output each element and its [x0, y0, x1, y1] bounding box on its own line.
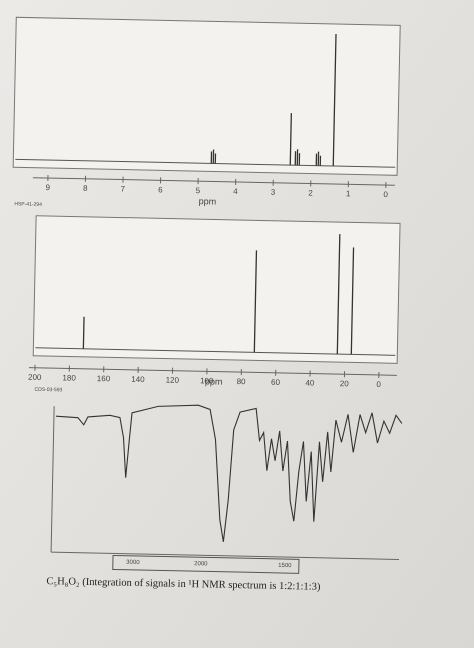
ir-ticks: 3000 2000 1500 [126, 560, 292, 569]
tick-label: 8 [83, 184, 88, 193]
tick-label: 2000 [194, 561, 208, 567]
cnmr-frame [32, 215, 401, 364]
hnmr-axis [32, 177, 395, 186]
tick-label: 0 [376, 380, 381, 389]
cnmr-peaks [82, 234, 355, 355]
tick-label: 100 [200, 376, 214, 385]
tick-label: 0 [383, 190, 388, 199]
tick-label: 5 [196, 186, 201, 195]
hnmr-ticks: 9 8 7 6 5 4 3 2 1 0 [45, 174, 389, 199]
tick-label: 180 [62, 373, 76, 382]
hnmr-baseline [15, 158, 396, 168]
tick-label: 200 [28, 373, 42, 382]
tick-label: 1 [346, 189, 351, 198]
tick-label: 3 [271, 188, 276, 197]
cnmr-axis [28, 367, 397, 376]
cnmr-unit: ppm [205, 376, 223, 386]
tick-label: 3000 [126, 560, 140, 566]
tick-label: 60 [271, 378, 281, 387]
tick-label: 40 [305, 378, 315, 387]
tick-label: 160 [97, 374, 111, 383]
ir-x-axis [51, 551, 400, 560]
ir-scale-box [112, 554, 300, 574]
tick-label: 4 [233, 187, 238, 196]
tick-label: 7 [121, 185, 126, 194]
hnmr-unit: ppm [199, 196, 217, 206]
tick-label: 1500 [278, 563, 292, 569]
hnmr-peaks [210, 33, 337, 166]
tick-label: 120 [166, 376, 180, 385]
tick-label: 140 [131, 375, 145, 384]
tick-label: 20 [340, 379, 350, 388]
hnmr-frame [12, 16, 401, 176]
ir-y-axis [50, 406, 55, 553]
hnmr-code: HSP-41-294 [14, 201, 42, 208]
tick-label: 2 [308, 188, 313, 197]
tick-label: 6 [158, 185, 163, 194]
cnmr-baseline [35, 347, 396, 356]
cnmr-ticks: 200 180 160 140 120 100 80 60 40 20 0 [28, 364, 382, 389]
cnmr-code: CDS-03-593 [34, 387, 62, 394]
tick-label: 9 [45, 183, 50, 192]
tick-label: 80 [237, 377, 247, 386]
ir-trace [55, 404, 403, 542]
